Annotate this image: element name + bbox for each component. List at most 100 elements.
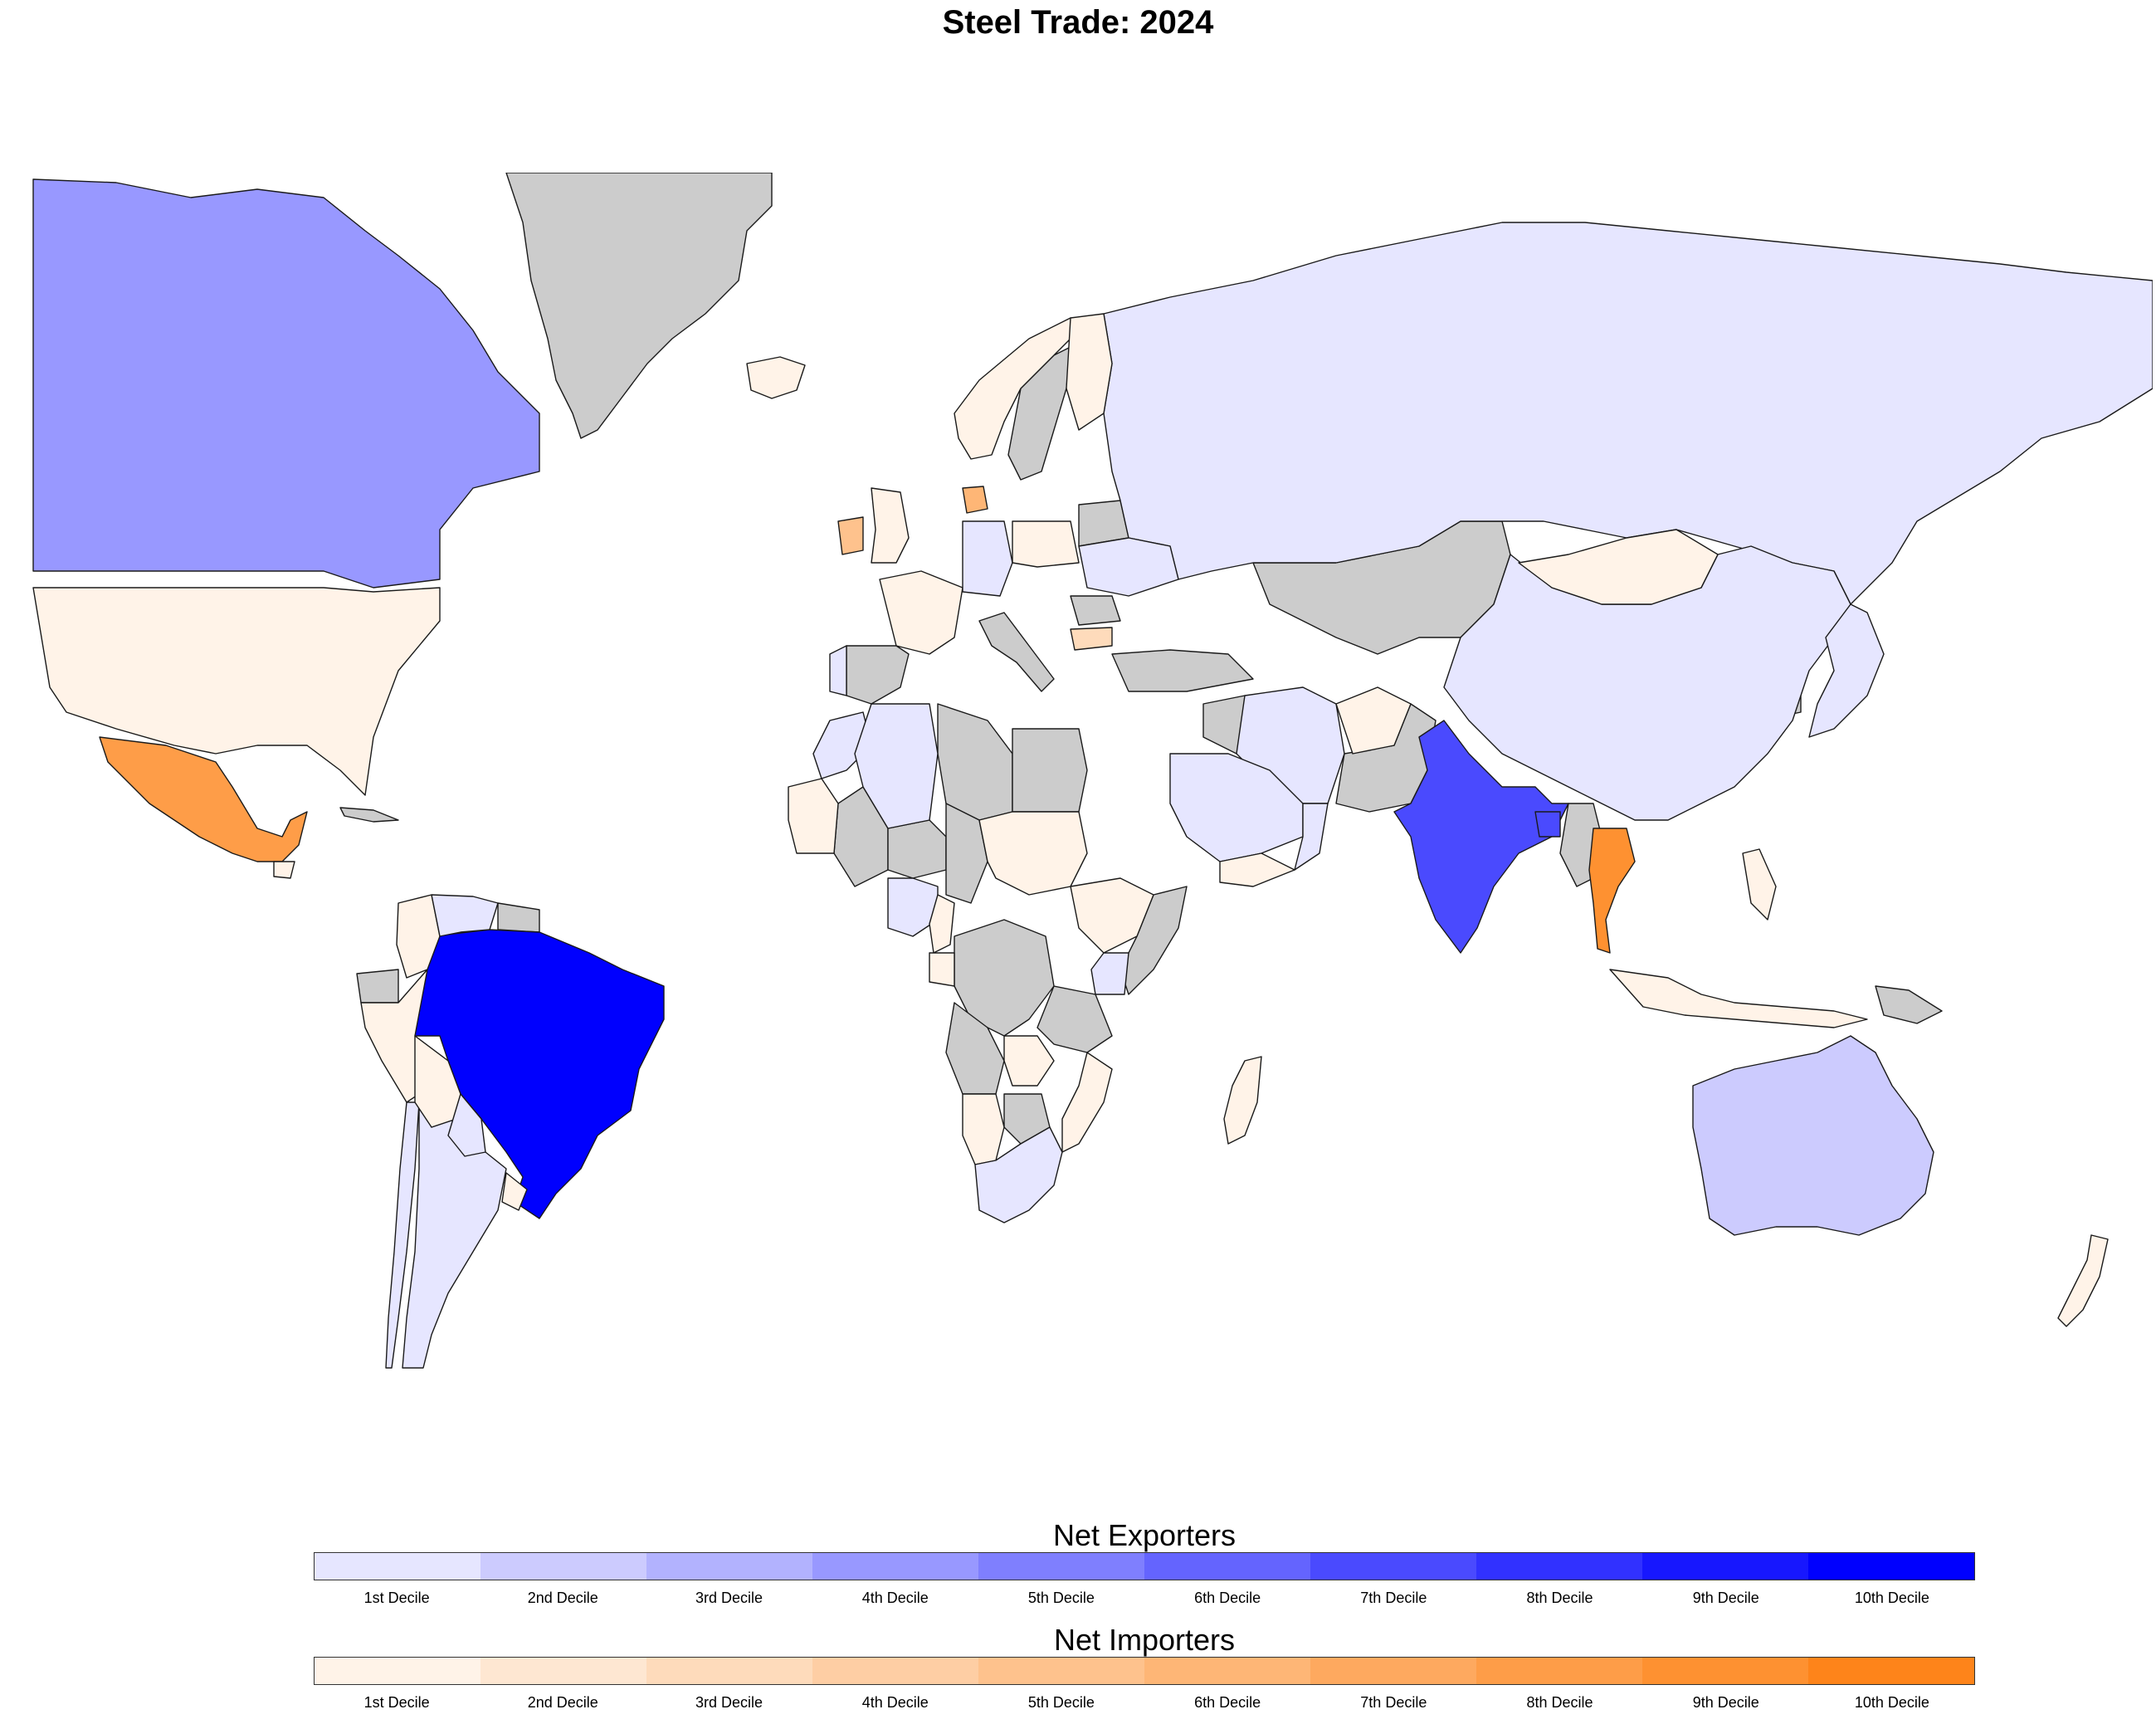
country-denmark xyxy=(962,486,988,514)
legend-labels-exporters: 1st Decile 2nd Decile 3rd Decile 4th Dec… xyxy=(314,1589,1975,1607)
country-cameroon xyxy=(929,894,955,954)
legend-swatch xyxy=(646,1553,812,1580)
country-yemen xyxy=(1219,852,1295,887)
country-iceland xyxy=(746,356,806,399)
country-gabon xyxy=(929,952,955,987)
country-greenland xyxy=(505,173,773,439)
country-bangladesh xyxy=(1534,811,1561,838)
country-libya xyxy=(937,703,1013,821)
country-zambia xyxy=(1003,1035,1055,1087)
country-poland xyxy=(1012,520,1080,568)
country-mexico xyxy=(99,736,308,862)
country-algeria xyxy=(854,703,939,829)
country-canada xyxy=(32,178,540,589)
country-uruguay xyxy=(501,1172,528,1211)
country-egypt xyxy=(1012,728,1088,813)
country-saudi-arabia xyxy=(1169,753,1304,862)
legend-label: 9th Decile xyxy=(1692,1694,1759,1711)
country-kenya xyxy=(1090,952,1129,995)
country-morocco xyxy=(812,711,872,779)
legend-swatch xyxy=(1144,1658,1310,1684)
country-guatemala xyxy=(273,861,295,879)
country-romania xyxy=(1070,595,1121,626)
country-italy xyxy=(978,612,1055,692)
country-india xyxy=(1393,720,1569,954)
legend-label: 10th Decile xyxy=(1854,1590,1929,1606)
country-oman xyxy=(1294,803,1329,871)
country-afghanistan xyxy=(1335,686,1412,755)
legend-label: 1st Decile xyxy=(363,1590,430,1606)
legend-label: 3rd Decile xyxy=(695,1694,763,1711)
country-australia xyxy=(1692,1035,1934,1236)
legend-swatch xyxy=(315,1553,480,1580)
country-united-kingdom xyxy=(871,487,910,564)
country-ukraine xyxy=(1078,537,1179,597)
legend-label: 5th Decile xyxy=(1027,1590,1095,1606)
country-madagascar xyxy=(1223,1056,1262,1145)
legend-net-importers: Net Importers 1st Decile 2nd Decile 3rd … xyxy=(314,1624,1975,1712)
world-map-svg xyxy=(32,173,2153,1369)
legend-colorbar-exporters xyxy=(314,1552,1975,1580)
legend-label: 6th Decile xyxy=(1194,1590,1261,1606)
country-bulgaria xyxy=(1070,627,1113,651)
legend-swatch xyxy=(1808,1658,1974,1684)
legend-title-importers: Net Importers xyxy=(1053,1623,1236,1657)
legend-label: 2nd Decile xyxy=(527,1694,598,1711)
legend-label: 9th Decile xyxy=(1692,1590,1759,1606)
country-namibia xyxy=(962,1093,1005,1165)
legend-label: 4th Decile xyxy=(861,1694,929,1711)
country-portugal xyxy=(829,645,847,696)
country-ethiopia xyxy=(1070,877,1154,954)
country-philippines xyxy=(1742,848,1777,921)
country-norway xyxy=(954,317,1088,460)
country-ireland xyxy=(837,516,864,555)
country-spain xyxy=(846,645,910,705)
country-cuba xyxy=(339,807,399,823)
legend-label: 2nd Decile xyxy=(527,1590,598,1606)
legend-swatch xyxy=(1476,1658,1642,1684)
country-united-states xyxy=(32,587,441,796)
legend-swatch xyxy=(1642,1658,1808,1684)
legend-swatch xyxy=(812,1553,978,1580)
country-japan xyxy=(1808,603,1885,738)
legend-swatch xyxy=(1310,1553,1476,1580)
legend-swatch xyxy=(1808,1553,1974,1580)
legend-swatch xyxy=(315,1658,480,1684)
country-indonesia xyxy=(1609,969,1868,1028)
legend-net-exporters: Net Exporters 1st Decile 2nd Decile 3rd … xyxy=(314,1519,1975,1607)
legend-label: 3rd Decile xyxy=(695,1590,763,1606)
legend-swatch xyxy=(1642,1553,1808,1580)
legend-label: 7th Decile xyxy=(1360,1590,1427,1606)
legend-label: 5th Decile xyxy=(1027,1694,1095,1711)
country-dr-congo xyxy=(954,919,1055,1037)
legend-label: 8th Decile xyxy=(1526,1590,1593,1606)
country-new-zealand xyxy=(2057,1234,2109,1327)
country-guyana xyxy=(497,902,540,933)
legend-swatch xyxy=(480,1553,646,1580)
legend-labels-importers: 1st Decile 2nd Decile 3rd Decile 4th Dec… xyxy=(314,1693,1975,1712)
country-germany xyxy=(962,520,1013,597)
country-finland xyxy=(1066,313,1113,431)
legend-title-exporters: Net Exporters xyxy=(1052,1518,1237,1552)
country-chile xyxy=(385,1101,420,1369)
country-papua-new-guinea xyxy=(1875,985,1943,1024)
map-title: Steel Trade: 2024 xyxy=(942,4,1214,41)
legend-label: 6th Decile xyxy=(1194,1694,1261,1711)
country-sudan xyxy=(978,811,1088,896)
country-sweden xyxy=(1007,346,1071,481)
legend-swatch xyxy=(1144,1553,1310,1580)
legend-label: 4th Decile xyxy=(861,1590,929,1606)
country-france xyxy=(879,570,963,655)
legend-label: 1st Decile xyxy=(363,1694,430,1711)
country-tanzania xyxy=(1037,985,1113,1053)
country-mauritania xyxy=(788,778,839,854)
legend-swatch xyxy=(812,1658,978,1684)
legend-swatch xyxy=(978,1553,1144,1580)
legend-swatch xyxy=(1310,1658,1476,1684)
country-turkey xyxy=(1111,649,1254,692)
legend-label: 8th Decile xyxy=(1526,1694,1593,1711)
country-niger xyxy=(887,819,947,879)
legend-swatch xyxy=(480,1658,646,1684)
legend-colorbar-importers xyxy=(314,1657,1975,1685)
world-map xyxy=(8,173,2153,1376)
